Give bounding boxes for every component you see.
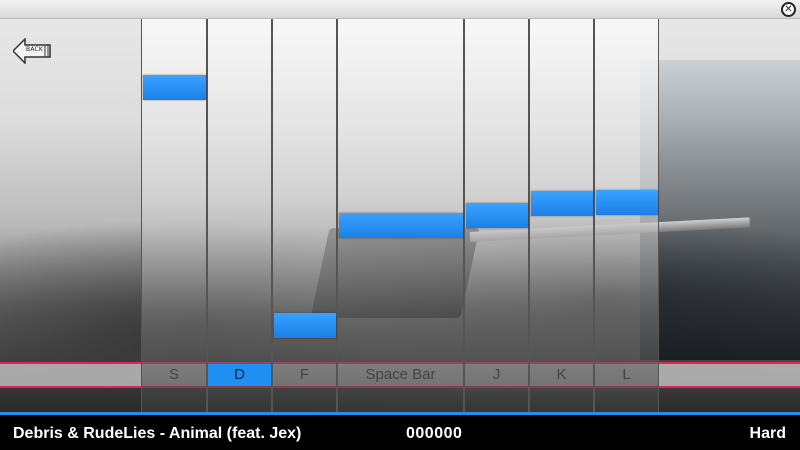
note (466, 203, 528, 228)
note (143, 75, 206, 100)
key-label-d: D (208, 364, 271, 386)
song-title: Debris & RudeLies - Animal (feat. Jex) (13, 425, 302, 442)
key-label-j: J (492, 366, 501, 383)
lane-area (141, 19, 659, 412)
key-label-space-bar: Space Bar (365, 366, 436, 383)
difficulty-label: Hard (749, 425, 786, 442)
lane-space-bar[interactable] (337, 19, 464, 412)
note (274, 313, 336, 338)
status-bar: Debris & RudeLies - Animal (feat. Jex) 0… (0, 412, 800, 450)
close-button[interactable]: ✕ (781, 2, 796, 17)
lane-k[interactable] (529, 19, 594, 412)
back-button-label: BACK (26, 46, 44, 53)
key-label-s: S (168, 366, 179, 383)
lane-j[interactable] (464, 19, 529, 412)
note (339, 213, 463, 238)
lane-d[interactable] (207, 19, 272, 412)
title-bar (0, 0, 800, 19)
lane-f[interactable] (272, 19, 337, 412)
back-button[interactable]: BACK (13, 38, 51, 64)
key-label-f: F (299, 366, 310, 383)
note (531, 191, 593, 216)
key-label-k: K (556, 366, 567, 383)
score-counter: 000000 (406, 425, 463, 442)
key-label-l: L (622, 366, 631, 383)
arrow-left-icon (13, 38, 51, 64)
lane-s[interactable] (141, 19, 207, 412)
lane-l[interactable] (594, 19, 659, 412)
note (596, 190, 658, 215)
